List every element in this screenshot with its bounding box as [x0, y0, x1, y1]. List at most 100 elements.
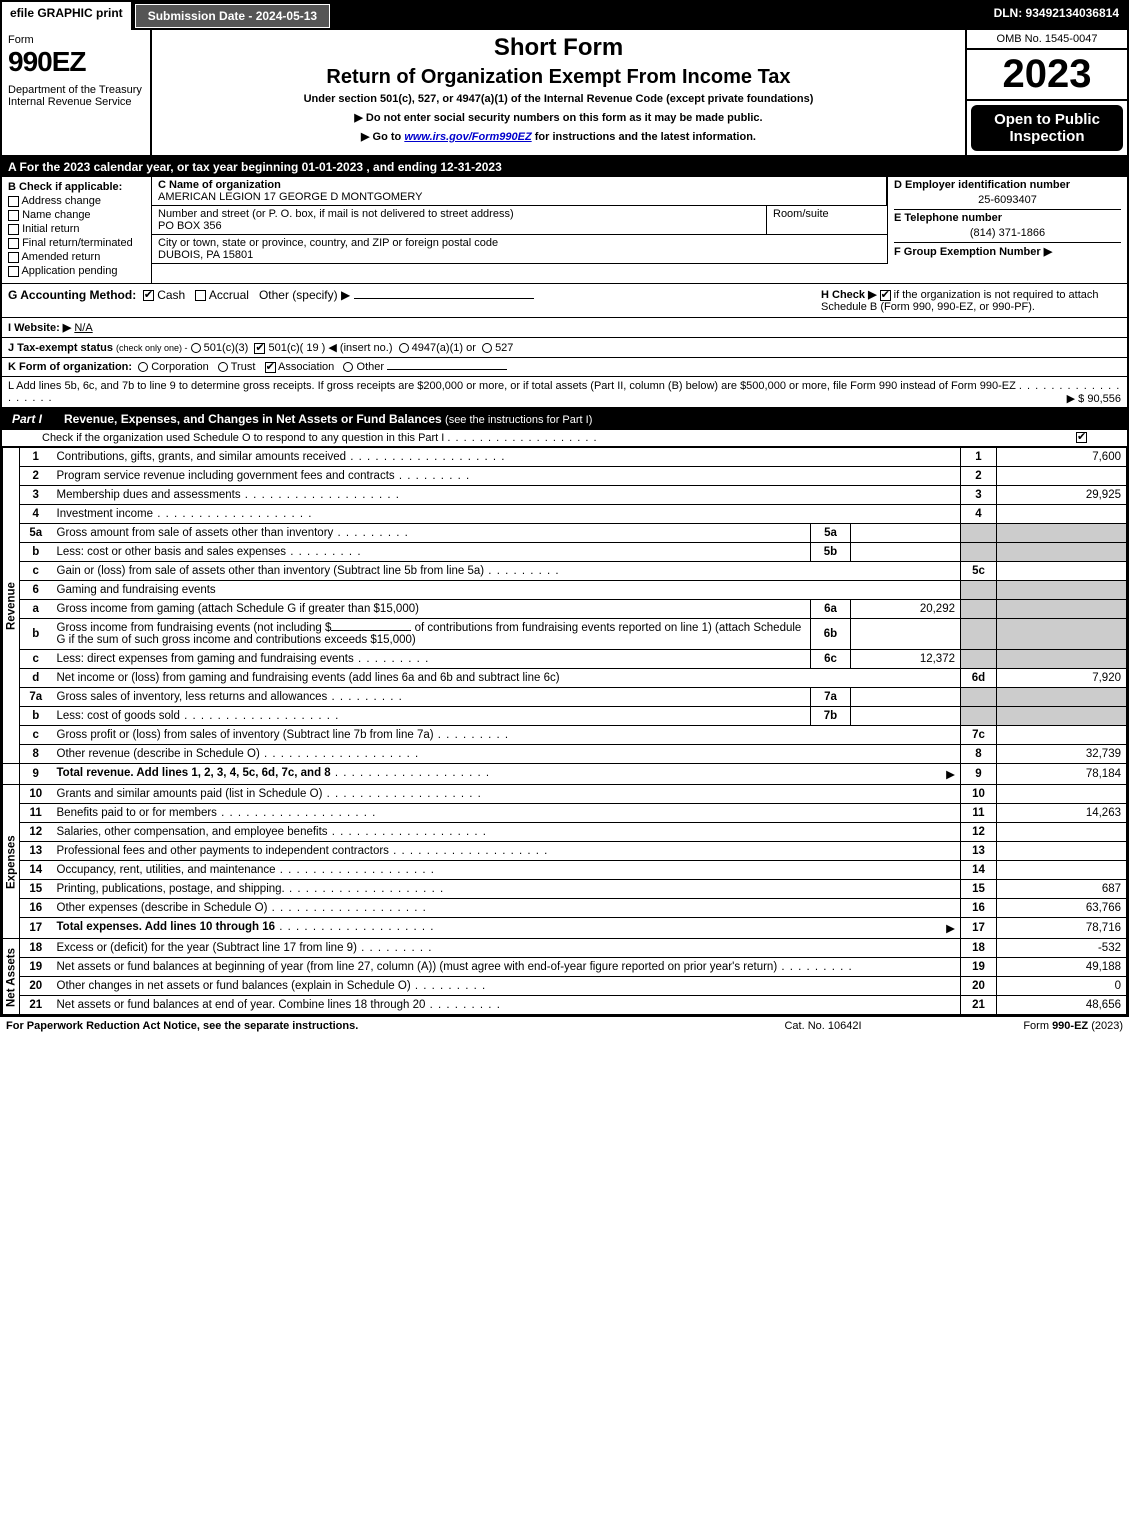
open-to-public-badge: Open to Public Inspection — [971, 105, 1123, 151]
line-7a-num: 7a — [20, 688, 52, 707]
row-h: H Check ▶ if the organization is not req… — [821, 288, 1121, 313]
tax-year: 2023 — [967, 50, 1127, 101]
chk-name-change[interactable]: Name change — [8, 209, 145, 221]
row-i-website: I Website: ▶ N/A — [2, 318, 1127, 338]
line-12-num: 12 — [20, 823, 52, 842]
paperwork-notice: For Paperwork Reduction Act Notice, see … — [6, 1020, 723, 1032]
check-o-text: Check if the organization used Schedule … — [42, 432, 444, 444]
line-15-amt: 687 — [997, 880, 1127, 899]
submission-date-label: Submission Date - 2024-05-13 — [135, 4, 330, 28]
line-8-amt: 32,739 — [997, 745, 1127, 764]
website-value: N/A — [74, 322, 92, 334]
h-label: H Check ▶ — [821, 289, 877, 301]
goto-prefix: ▶ Go to — [361, 131, 404, 143]
section-c-name: C Name of organization AMERICAN LEGION 1… — [152, 177, 887, 206]
form-ref: Form 990-EZ (2023) — [923, 1020, 1123, 1032]
line-20-desc: Other changes in net assets or fund bala… — [52, 977, 961, 996]
j-label: J Tax-exempt status — [8, 342, 113, 354]
line-6b-snum: 6b — [811, 619, 851, 650]
chk-initial-return[interactable]: Initial return — [8, 223, 145, 235]
line-12-desc: Salaries, other compensation, and employ… — [52, 823, 961, 842]
org-name-value: AMERICAN LEGION 17 GEORGE D MONTGOMERY — [158, 191, 422, 203]
line-6-desc: Gaming and fundraising events — [52, 581, 961, 600]
line-7b-desc: Less: cost of goods sold — [52, 707, 811, 726]
line-5c-num: c — [20, 562, 52, 581]
chk-501c[interactable] — [254, 343, 265, 354]
line-9-amt: 78,184 — [997, 764, 1127, 785]
topbar-spacer — [332, 2, 985, 30]
line-11-rnum: 11 — [961, 804, 997, 823]
header-left: Form 990EZ Department of the Treasury In… — [2, 30, 152, 155]
line-6d-desc: Net income or (loss) from gaming and fun… — [52, 669, 961, 688]
address-box: Number and street (or P. O. box, if mail… — [152, 206, 767, 234]
line-6-num: 6 — [20, 581, 52, 600]
line-11-num: 11 — [20, 804, 52, 823]
goto-suffix: for instructions and the latest informat… — [532, 131, 756, 143]
line-3-rnum: 3 — [961, 486, 997, 505]
chk-cash[interactable] — [143, 290, 154, 301]
chk-association[interactable] — [265, 362, 276, 373]
other-specify-input[interactable] — [354, 298, 534, 299]
check-schedule-o-row: Check if the organization used Schedule … — [2, 430, 1127, 447]
header-mid: Short Form Return of Organization Exempt… — [152, 30, 967, 155]
line-6d-num: d — [20, 669, 52, 688]
6b-blank[interactable] — [331, 630, 411, 631]
line-7c-amt — [997, 726, 1127, 745]
line-3-num: 3 — [20, 486, 52, 505]
addr-label: Number and street (or P. O. box, if mail… — [158, 208, 514, 220]
city-label: City or town, state or province, country… — [158, 237, 498, 249]
part-1-sub: (see the instructions for Part I) — [445, 414, 592, 426]
chk-final-return[interactable]: Final return/terminated — [8, 237, 145, 249]
irs-link[interactable]: www.irs.gov/Form990EZ — [404, 131, 531, 143]
radio-501c3[interactable] — [191, 343, 201, 353]
line-14-amt — [997, 861, 1127, 880]
section-f-label: F Group Exemption Number ▶ — [894, 242, 1121, 258]
chk-address-change[interactable]: Address change — [8, 195, 145, 207]
line-1-rnum: 1 — [961, 448, 997, 467]
line-4-desc: Investment income — [52, 505, 961, 524]
line-3-desc: Membership dues and assessments — [52, 486, 961, 505]
expenses-section-label: Expenses — [3, 785, 20, 939]
line-5c-amt — [997, 562, 1127, 581]
efile-print-label[interactable]: efile GRAPHIC print — [2, 2, 133, 30]
line-17-desc: Total expenses. Add lines 10 through 16 … — [52, 918, 961, 939]
chk-schedule-o[interactable] — [1076, 432, 1087, 443]
line-18-amt: -532 — [997, 939, 1127, 958]
chk-application-pending[interactable]: Application pending — [8, 265, 145, 277]
other-org-input[interactable] — [387, 369, 507, 370]
chk-amended-return[interactable]: Amended return — [8, 251, 145, 263]
line-21-rnum: 21 — [961, 996, 997, 1015]
chk-accrual[interactable] — [195, 290, 206, 301]
line-6a-snum: 6a — [811, 600, 851, 619]
line-8-rnum: 8 — [961, 745, 997, 764]
line-7c-rnum: 7c — [961, 726, 997, 745]
row-g-accounting: G Accounting Method: Cash Accrual Other … — [2, 284, 1127, 318]
line-19-amt: 49,188 — [997, 958, 1127, 977]
line-2-amt — [997, 467, 1127, 486]
line-5c-rnum: 5c — [961, 562, 997, 581]
section-e-label: E Telephone number — [894, 209, 1121, 224]
line-10-amt — [997, 785, 1127, 804]
line-17-amt: 78,716 — [997, 918, 1127, 939]
radio-4947[interactable] — [399, 343, 409, 353]
part-1-table: Revenue 1 Contributions, gifts, grants, … — [2, 447, 1127, 1015]
line-7c-num: c — [20, 726, 52, 745]
line-6c-num: c — [20, 650, 52, 669]
line-7c-desc: Gross profit or (loss) from sales of inv… — [52, 726, 961, 745]
radio-trust[interactable] — [218, 362, 228, 372]
section-d-label: D Employer identification number — [894, 179, 1121, 191]
line-14-desc: Occupancy, rent, utilities, and maintena… — [52, 861, 961, 880]
line-5b-num: b — [20, 543, 52, 562]
header-row: Form 990EZ Department of the Treasury In… — [2, 30, 1127, 157]
l-text: L Add lines 5b, 6c, and 7b to line 9 to … — [8, 380, 1016, 392]
radio-527[interactable] — [482, 343, 492, 353]
line-8-num: 8 — [20, 745, 52, 764]
line-9-num: 9 — [20, 764, 52, 785]
chk-h[interactable] — [880, 290, 891, 301]
section-d-e-f: D Employer identification number 25-6093… — [887, 177, 1127, 264]
line-8-desc: Other revenue (describe in Schedule O) — [52, 745, 961, 764]
radio-corp[interactable] — [138, 362, 148, 372]
radio-other[interactable] — [343, 362, 353, 372]
page-footer: For Paperwork Reduction Act Notice, see … — [0, 1017, 1129, 1035]
section-b-through-f: B Check if applicable: Address change Na… — [2, 177, 1127, 284]
